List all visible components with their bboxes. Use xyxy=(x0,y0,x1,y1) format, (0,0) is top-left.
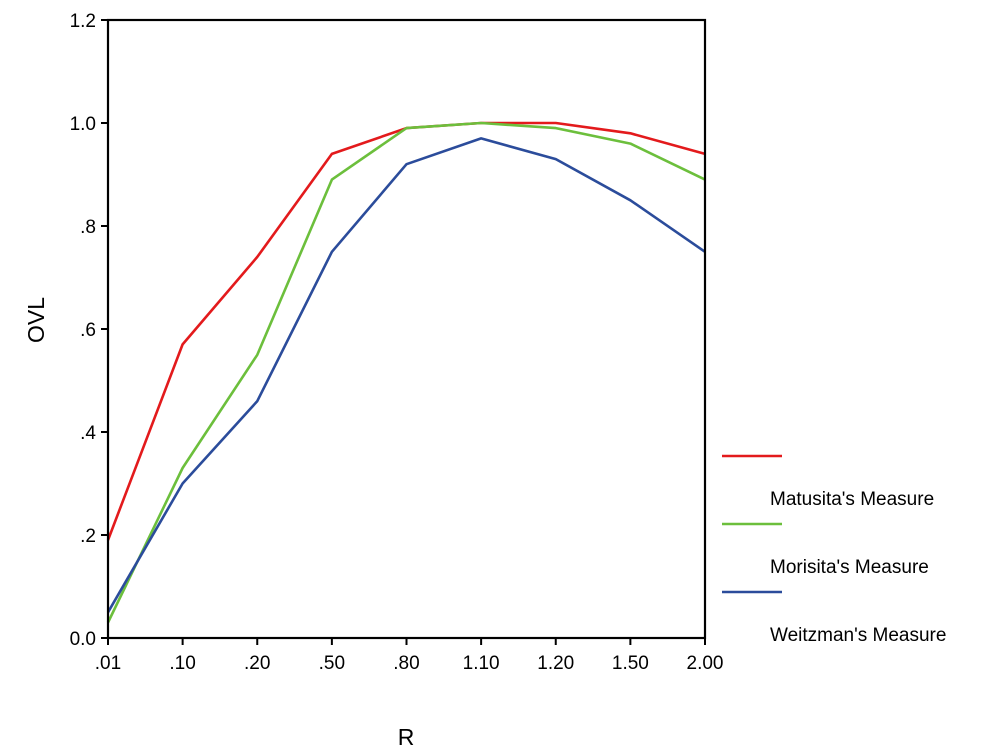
y-tick-label: .2 xyxy=(80,526,96,547)
legend-label-1: Matusita's Measure xyxy=(770,489,934,510)
x-tick-label: .10 xyxy=(169,653,195,674)
series-line-2 xyxy=(106,121,706,624)
x-tick-label: 1.20 xyxy=(537,653,574,674)
x-tick-label: 1.10 xyxy=(463,653,500,674)
y-tick-label: 1.2 xyxy=(70,11,96,32)
y-axis-title: OVL xyxy=(23,297,49,343)
y-tick-label: 0.0 xyxy=(70,629,96,650)
y-tick-label: .4 xyxy=(80,423,96,444)
legend: Matusita's Measure Morisita's Measure Weit… xyxy=(722,454,946,646)
x-axis-title: R xyxy=(398,724,415,750)
y-tick-label: 1.0 xyxy=(70,114,96,135)
y-tick-label: .8 xyxy=(80,217,96,238)
x-tick-label: 1.50 xyxy=(612,653,649,674)
x-tick-label: 2.00 xyxy=(687,653,724,674)
x-tick-label: .01 xyxy=(95,653,121,674)
x-tick-label: .50 xyxy=(319,653,345,674)
legend-label-2: Morisita's Measure xyxy=(770,557,929,578)
x-tick-label: .80 xyxy=(393,653,419,674)
series-line-3 xyxy=(106,137,706,613)
y-tick-label: .6 xyxy=(80,320,96,341)
plot-area xyxy=(106,121,706,624)
x-tick-label: .20 xyxy=(244,653,270,674)
plot-frame xyxy=(106,18,707,640)
axes: 0.0 .2 .4 .6 .8 1.0 1.2 .01 .10 .20 .50 .80 1.10 1.20… xyxy=(70,11,724,674)
series-line-1 xyxy=(106,121,706,541)
legend-label-3: Weitzman's Measure xyxy=(770,625,946,646)
